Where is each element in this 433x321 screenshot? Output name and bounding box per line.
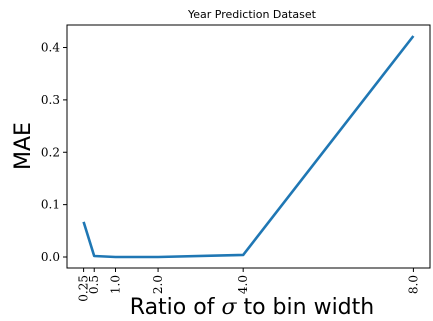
x-tick-label: 2.0 (151, 275, 165, 294)
plot-frame (66, 24, 431, 269)
series-line (82, 35, 415, 259)
y-tick-label: 0.4 (41, 41, 60, 55)
chart-title: Year Prediction Dataset (187, 8, 317, 21)
x-axis-label-suffix: to bin width (236, 295, 374, 320)
x-axis-label-prefix: Ratio of (130, 295, 222, 320)
y-axis: 0.0 0.1 0.2 0.3 0.4 (41, 41, 67, 264)
y-tick-label: 0.0 (41, 250, 60, 264)
x-tick-label: 0.5 (87, 275, 101, 294)
y-tick-label: 0.2 (41, 145, 60, 159)
y-tick-label: 0.1 (41, 198, 60, 212)
x-tick-label: 4.0 (236, 275, 250, 294)
x-tick-label: 8.0 (406, 275, 420, 294)
x-axis-label-symbol: σ (221, 295, 237, 320)
x-tick-label: 1.0 (109, 275, 123, 294)
x-axis: 0.250.5 1.0 2.0 4.0 8.0 (77, 268, 420, 302)
y-axis-label: MAE (11, 122, 36, 170)
x-tick-label: 0.25 (77, 275, 91, 302)
series-layer (82, 35, 415, 259)
y-tick-label: 0.3 (41, 93, 60, 107)
x-axis-label: Ratio of σ to bin width (130, 295, 374, 320)
